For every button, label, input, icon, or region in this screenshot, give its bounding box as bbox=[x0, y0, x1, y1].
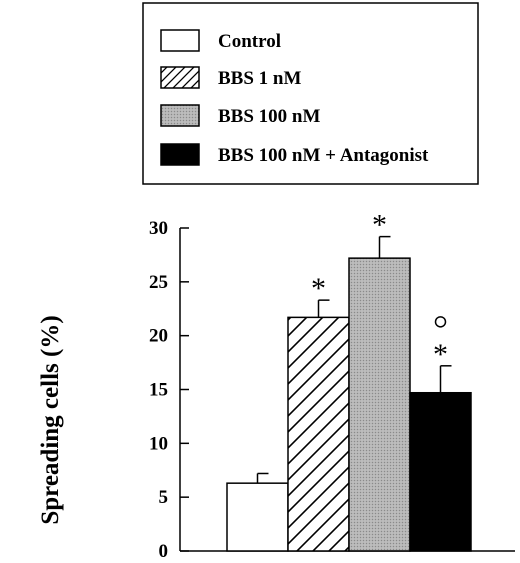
legend-swatch bbox=[160, 66, 200, 89]
significance-marker: * bbox=[311, 272, 326, 305]
y-tick-label: 15 bbox=[149, 380, 168, 401]
legend-swatch bbox=[160, 104, 200, 127]
bars: * * * bbox=[226, 209, 472, 552]
y-axis-label: Spreading cells (%) bbox=[37, 315, 64, 524]
legend: Control BBS 1 nM BBS 100 nM BBS 100 nM + An… bbox=[142, 2, 479, 185]
significance-marker: * bbox=[372, 209, 387, 242]
significance-marker: * bbox=[433, 338, 448, 371]
y-tick-label: 30 bbox=[149, 218, 168, 239]
y-tick-label: 10 bbox=[149, 433, 168, 454]
y-tick-label: 0 bbox=[159, 541, 169, 562]
legend-label: BBS 1 nM bbox=[218, 68, 301, 89]
y-tick-label: 25 bbox=[149, 272, 168, 293]
bar bbox=[409, 391, 472, 552]
y-tick-label: 20 bbox=[149, 326, 168, 347]
legend-swatch bbox=[160, 29, 200, 52]
significance-circle-marker bbox=[434, 316, 447, 328]
bar bbox=[287, 316, 350, 552]
legend-label: BBS 100 nM + Antagonist bbox=[218, 145, 429, 166]
legend-label: Control bbox=[218, 31, 281, 52]
bar bbox=[348, 257, 411, 552]
bar bbox=[226, 482, 289, 552]
y-tick-label: 5 bbox=[159, 487, 169, 508]
legend-label: BBS 100 nM bbox=[218, 106, 320, 127]
y-axis: 0 5 10 15 20 25 30 bbox=[149, 218, 189, 562]
legend-swatch bbox=[160, 143, 200, 166]
